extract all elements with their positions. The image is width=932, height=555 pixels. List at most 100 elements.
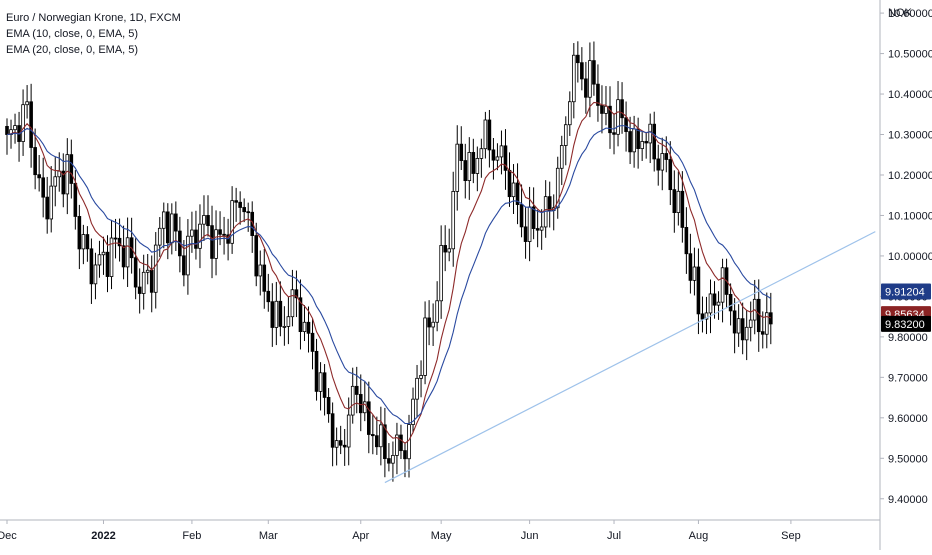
candle[interactable] <box>278 281 283 337</box>
candle[interactable] <box>210 205 214 279</box>
candle[interactable] <box>764 292 769 349</box>
candle[interactable] <box>395 422 399 475</box>
candle[interactable] <box>254 222 259 287</box>
candle[interactable] <box>499 130 504 175</box>
candle[interactable] <box>720 258 725 323</box>
candle[interactable] <box>740 302 745 355</box>
candle[interactable] <box>612 113 616 155</box>
candle[interactable] <box>576 41 580 83</box>
candle[interactable] <box>748 301 753 342</box>
candle[interactable] <box>61 153 66 208</box>
candle[interactable] <box>563 116 568 166</box>
candle[interactable] <box>728 283 733 326</box>
candle[interactable] <box>539 209 544 250</box>
candle[interactable] <box>270 283 275 347</box>
ema10-line[interactable] <box>6 101 771 445</box>
candle[interactable] <box>515 163 520 225</box>
symbol-title[interactable]: Euro / Norwegian Krone, 1D, FXCM <box>6 12 181 24</box>
candle[interactable] <box>379 406 383 466</box>
candle[interactable] <box>559 135 564 186</box>
candle[interactable] <box>121 225 126 280</box>
candle[interactable] <box>608 86 612 149</box>
candle[interactable] <box>125 217 130 287</box>
candle[interactable] <box>97 240 102 278</box>
indicator-ema10[interactable]: EMA (10, close, 0, EMA, 5) <box>6 28 139 40</box>
candle[interactable] <box>584 61 588 114</box>
candle[interactable] <box>290 269 295 327</box>
candle[interactable] <box>69 139 74 199</box>
candle[interactable] <box>551 194 556 231</box>
candle[interactable] <box>467 137 472 200</box>
trendline[interactable] <box>384 231 876 484</box>
candle[interactable] <box>286 296 291 345</box>
candle[interactable] <box>511 164 516 214</box>
candle[interactable] <box>242 198 246 223</box>
candle[interactable] <box>314 338 319 401</box>
candle[interactable] <box>266 273 271 312</box>
candle[interactable] <box>371 414 375 455</box>
candle[interactable] <box>65 138 70 215</box>
candle[interactable] <box>165 203 170 260</box>
candle[interactable] <box>487 109 492 168</box>
candle[interactable] <box>479 138 484 178</box>
candle[interactable] <box>29 83 33 168</box>
candle[interactable] <box>334 427 339 466</box>
candle[interactable] <box>712 281 717 319</box>
indicator-ema20[interactable]: EMA (20, close, 0, EMA, 5) <box>6 44 139 56</box>
candle[interactable] <box>519 184 524 238</box>
candle[interactable] <box>306 306 311 353</box>
candle[interactable] <box>680 171 685 243</box>
candle[interactable] <box>133 238 138 300</box>
candle[interactable] <box>399 424 403 460</box>
candle[interactable] <box>672 170 677 233</box>
candle[interactable] <box>427 300 431 346</box>
candle[interactable] <box>769 292 773 345</box>
candle[interactable] <box>294 270 299 318</box>
candle[interactable] <box>49 166 54 233</box>
candle[interactable] <box>383 407 387 478</box>
candle[interactable] <box>644 132 648 159</box>
candle[interactable] <box>218 211 222 246</box>
candle[interactable] <box>298 279 303 350</box>
candle[interactable] <box>656 144 661 186</box>
candle[interactable] <box>387 443 391 472</box>
candle[interactable] <box>17 111 21 162</box>
candle[interactable] <box>41 157 45 218</box>
candle[interactable] <box>636 117 640 169</box>
candle[interactable] <box>443 225 447 272</box>
candle[interactable] <box>326 388 331 423</box>
candle[interactable] <box>330 402 335 467</box>
candle[interactable] <box>704 296 709 335</box>
candle[interactable] <box>89 238 94 304</box>
candle[interactable] <box>531 187 536 240</box>
candle[interactable] <box>13 113 17 144</box>
candle[interactable] <box>129 217 134 274</box>
candle[interactable] <box>596 64 600 122</box>
candle[interactable] <box>423 301 427 385</box>
candle[interactable] <box>572 43 576 119</box>
candle[interactable] <box>93 252 98 300</box>
candle[interactable] <box>547 181 552 228</box>
candle[interactable] <box>170 203 174 255</box>
candle[interactable] <box>688 233 693 294</box>
candle[interactable] <box>483 111 488 159</box>
candle[interactable] <box>736 304 741 347</box>
candle[interactable] <box>145 253 150 285</box>
candle[interactable] <box>5 118 9 155</box>
candle[interactable] <box>407 414 411 478</box>
candle[interactable] <box>226 218 230 261</box>
candle[interactable] <box>648 113 652 164</box>
candle[interactable] <box>117 218 122 262</box>
candle[interactable] <box>411 387 415 434</box>
candle[interactable] <box>588 42 592 118</box>
candle[interactable] <box>684 207 689 274</box>
candle[interactable] <box>475 146 480 192</box>
candle[interactable] <box>153 232 158 309</box>
candle[interactable] <box>527 186 532 262</box>
candle[interactable] <box>616 81 620 147</box>
candle[interactable] <box>358 374 363 432</box>
candle[interactable] <box>451 171 456 267</box>
candle[interactable] <box>174 201 178 251</box>
candle[interactable] <box>318 362 323 411</box>
